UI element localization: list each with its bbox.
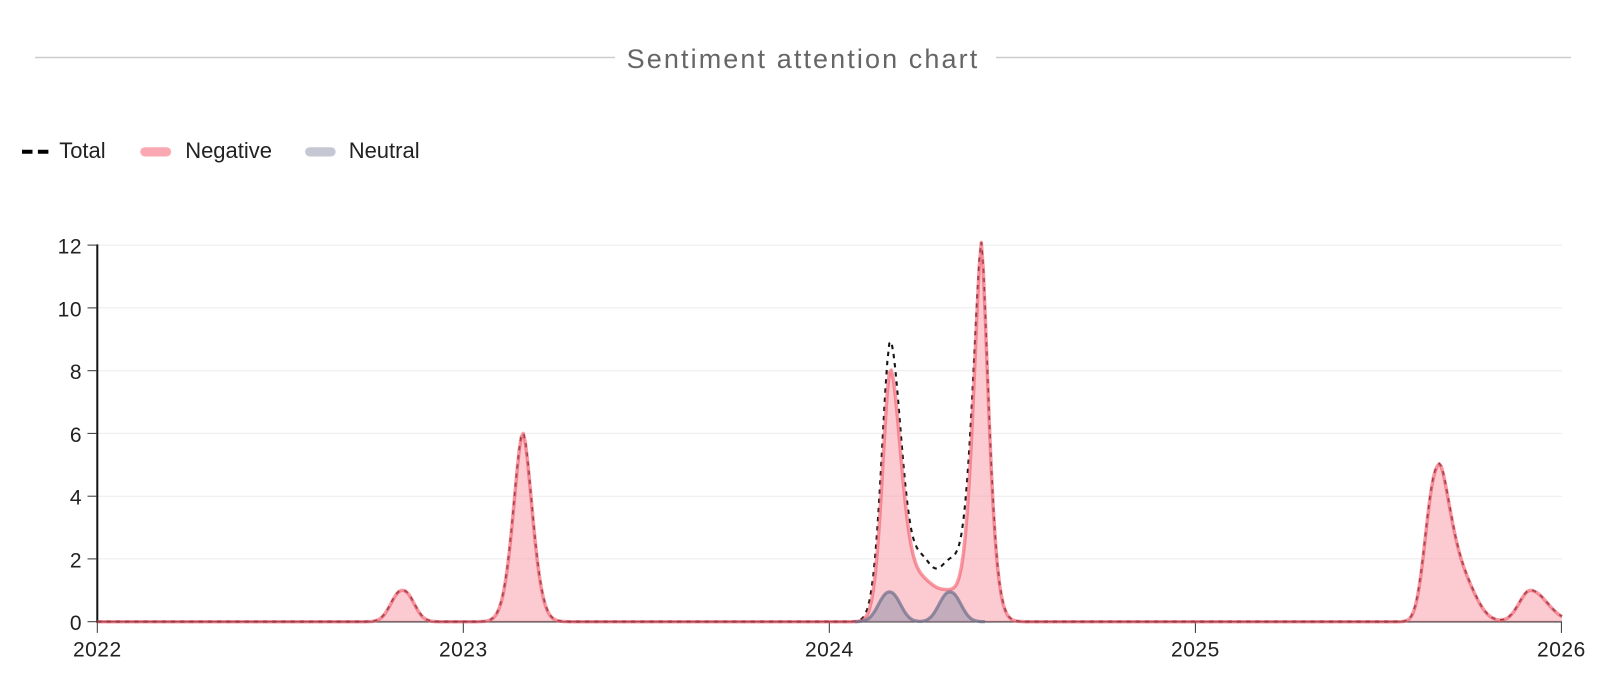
svg-text:Negative: Negative	[185, 138, 272, 163]
svg-text:6: 6	[70, 424, 82, 447]
svg-text:2026: 2026	[1537, 639, 1586, 662]
svg-text:10: 10	[58, 298, 82, 321]
svg-text:4: 4	[70, 487, 82, 510]
svg-text:2022: 2022	[73, 639, 122, 662]
svg-text:Neutral: Neutral	[349, 138, 420, 163]
svg-text:2025: 2025	[1171, 639, 1220, 662]
svg-text:2: 2	[70, 549, 82, 572]
svg-text:0: 0	[70, 612, 82, 635]
svg-text:Total: Total	[59, 138, 105, 163]
svg-text:8: 8	[70, 361, 82, 384]
svg-text:2024: 2024	[805, 639, 854, 662]
svg-text:2023: 2023	[439, 639, 488, 662]
svg-text:Sentiment attention chart: Sentiment attention chart	[627, 44, 980, 74]
svg-text:12: 12	[58, 236, 82, 259]
